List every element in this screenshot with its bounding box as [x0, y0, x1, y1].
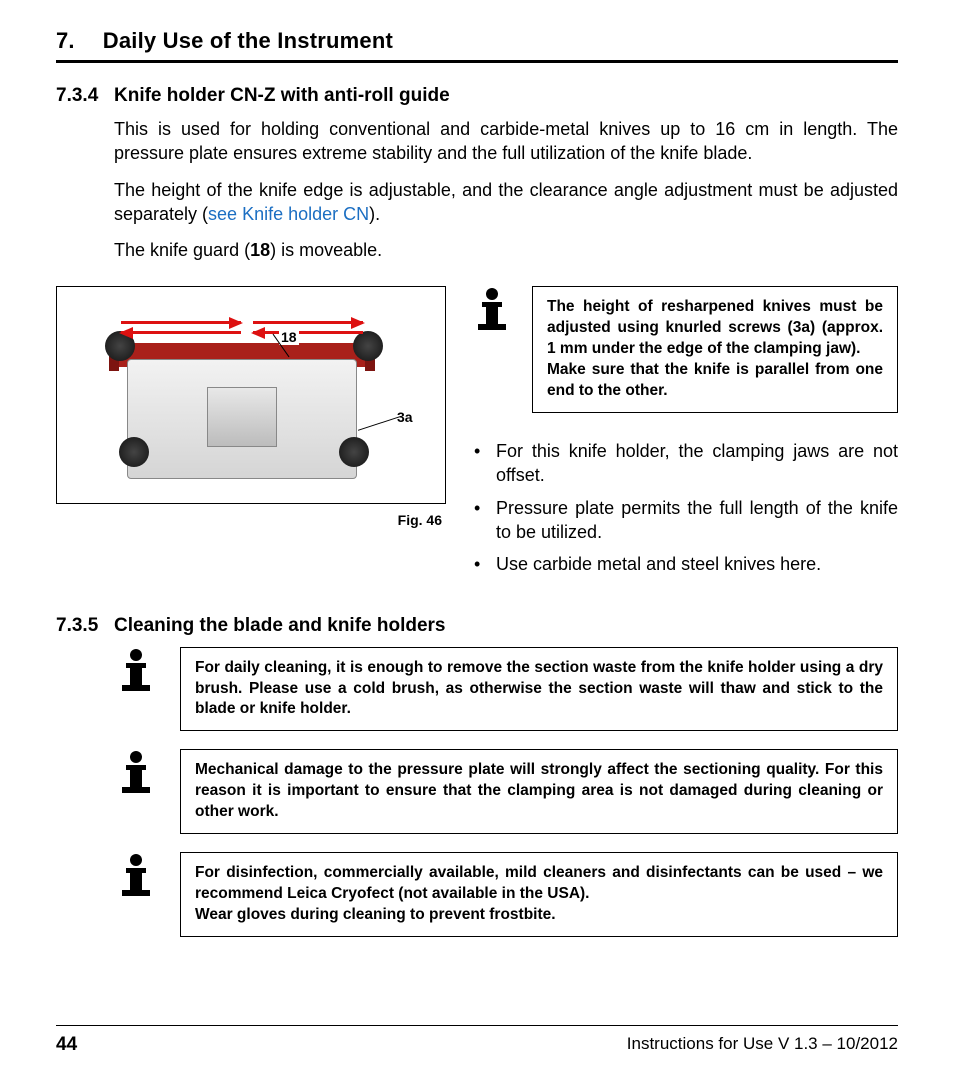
section-number: 7.3.5 — [56, 615, 100, 637]
note-disinfection: For disinfection, commercially available… — [114, 852, 898, 937]
figure-image: 18 3a — [56, 286, 446, 504]
list-item: Pressure plate permits the full length o… — [474, 496, 898, 545]
section-734-heading: 7.3.4 Knife holder CN-Z with anti-roll g… — [56, 85, 898, 107]
section-735-heading: 7.3.5 Cleaning the blade and knife holde… — [56, 615, 898, 637]
list-item: For this knife holder, the clamping jaws… — [474, 439, 898, 488]
chapter-number: 7. — [56, 28, 75, 54]
note-daily-cleaning: For daily cleaning, it is enough to remo… — [114, 647, 898, 732]
rule-thin — [56, 1025, 898, 1026]
page-number: 44 — [56, 1034, 77, 1056]
link-knife-holder-cn[interactable]: see Knife holder CN — [208, 204, 369, 224]
section-number: 7.3.4 — [56, 85, 100, 107]
callout-3a: 3a — [397, 409, 413, 425]
chapter-heading: 7. Daily Use of the Instrument — [56, 28, 898, 54]
figure-46: 18 3a Fig. 46 — [56, 286, 446, 584]
info-icon — [114, 647, 158, 691]
para-2: The height of the knife edge is adjustab… — [114, 178, 898, 227]
section-title: Knife holder CN-Z with anti-roll guide — [114, 85, 450, 107]
info-icon — [470, 286, 514, 330]
callout-18: 18 — [279, 329, 299, 345]
doc-version: Instructions for Use V 1.3 – 10/2012 — [627, 1034, 898, 1056]
figure-caption: Fig. 46 — [56, 512, 446, 528]
rule-thick — [56, 60, 898, 63]
bullet-list: For this knife holder, the clamping jaws… — [470, 439, 898, 576]
note-mechanical-damage: Mechanical damage to the pressure plate … — [114, 749, 898, 834]
list-item: Use carbide metal and steel knives here. — [474, 552, 898, 576]
page-footer: 44 Instructions for Use V 1.3 – 10/2012 — [56, 1025, 898, 1056]
chapter-title: Daily Use of the Instrument — [103, 28, 393, 54]
para-1: This is used for holding conventional an… — [114, 117, 898, 166]
para-3: The knife guard (18) is moveable. — [114, 238, 898, 262]
note-box: The height of resharpened knives must be… — [532, 286, 898, 413]
note-resharpened: The height of resharpened knives must be… — [470, 286, 898, 413]
section-title: Cleaning the blade and knife holders — [114, 615, 446, 637]
info-icon — [114, 852, 158, 896]
info-icon — [114, 749, 158, 793]
